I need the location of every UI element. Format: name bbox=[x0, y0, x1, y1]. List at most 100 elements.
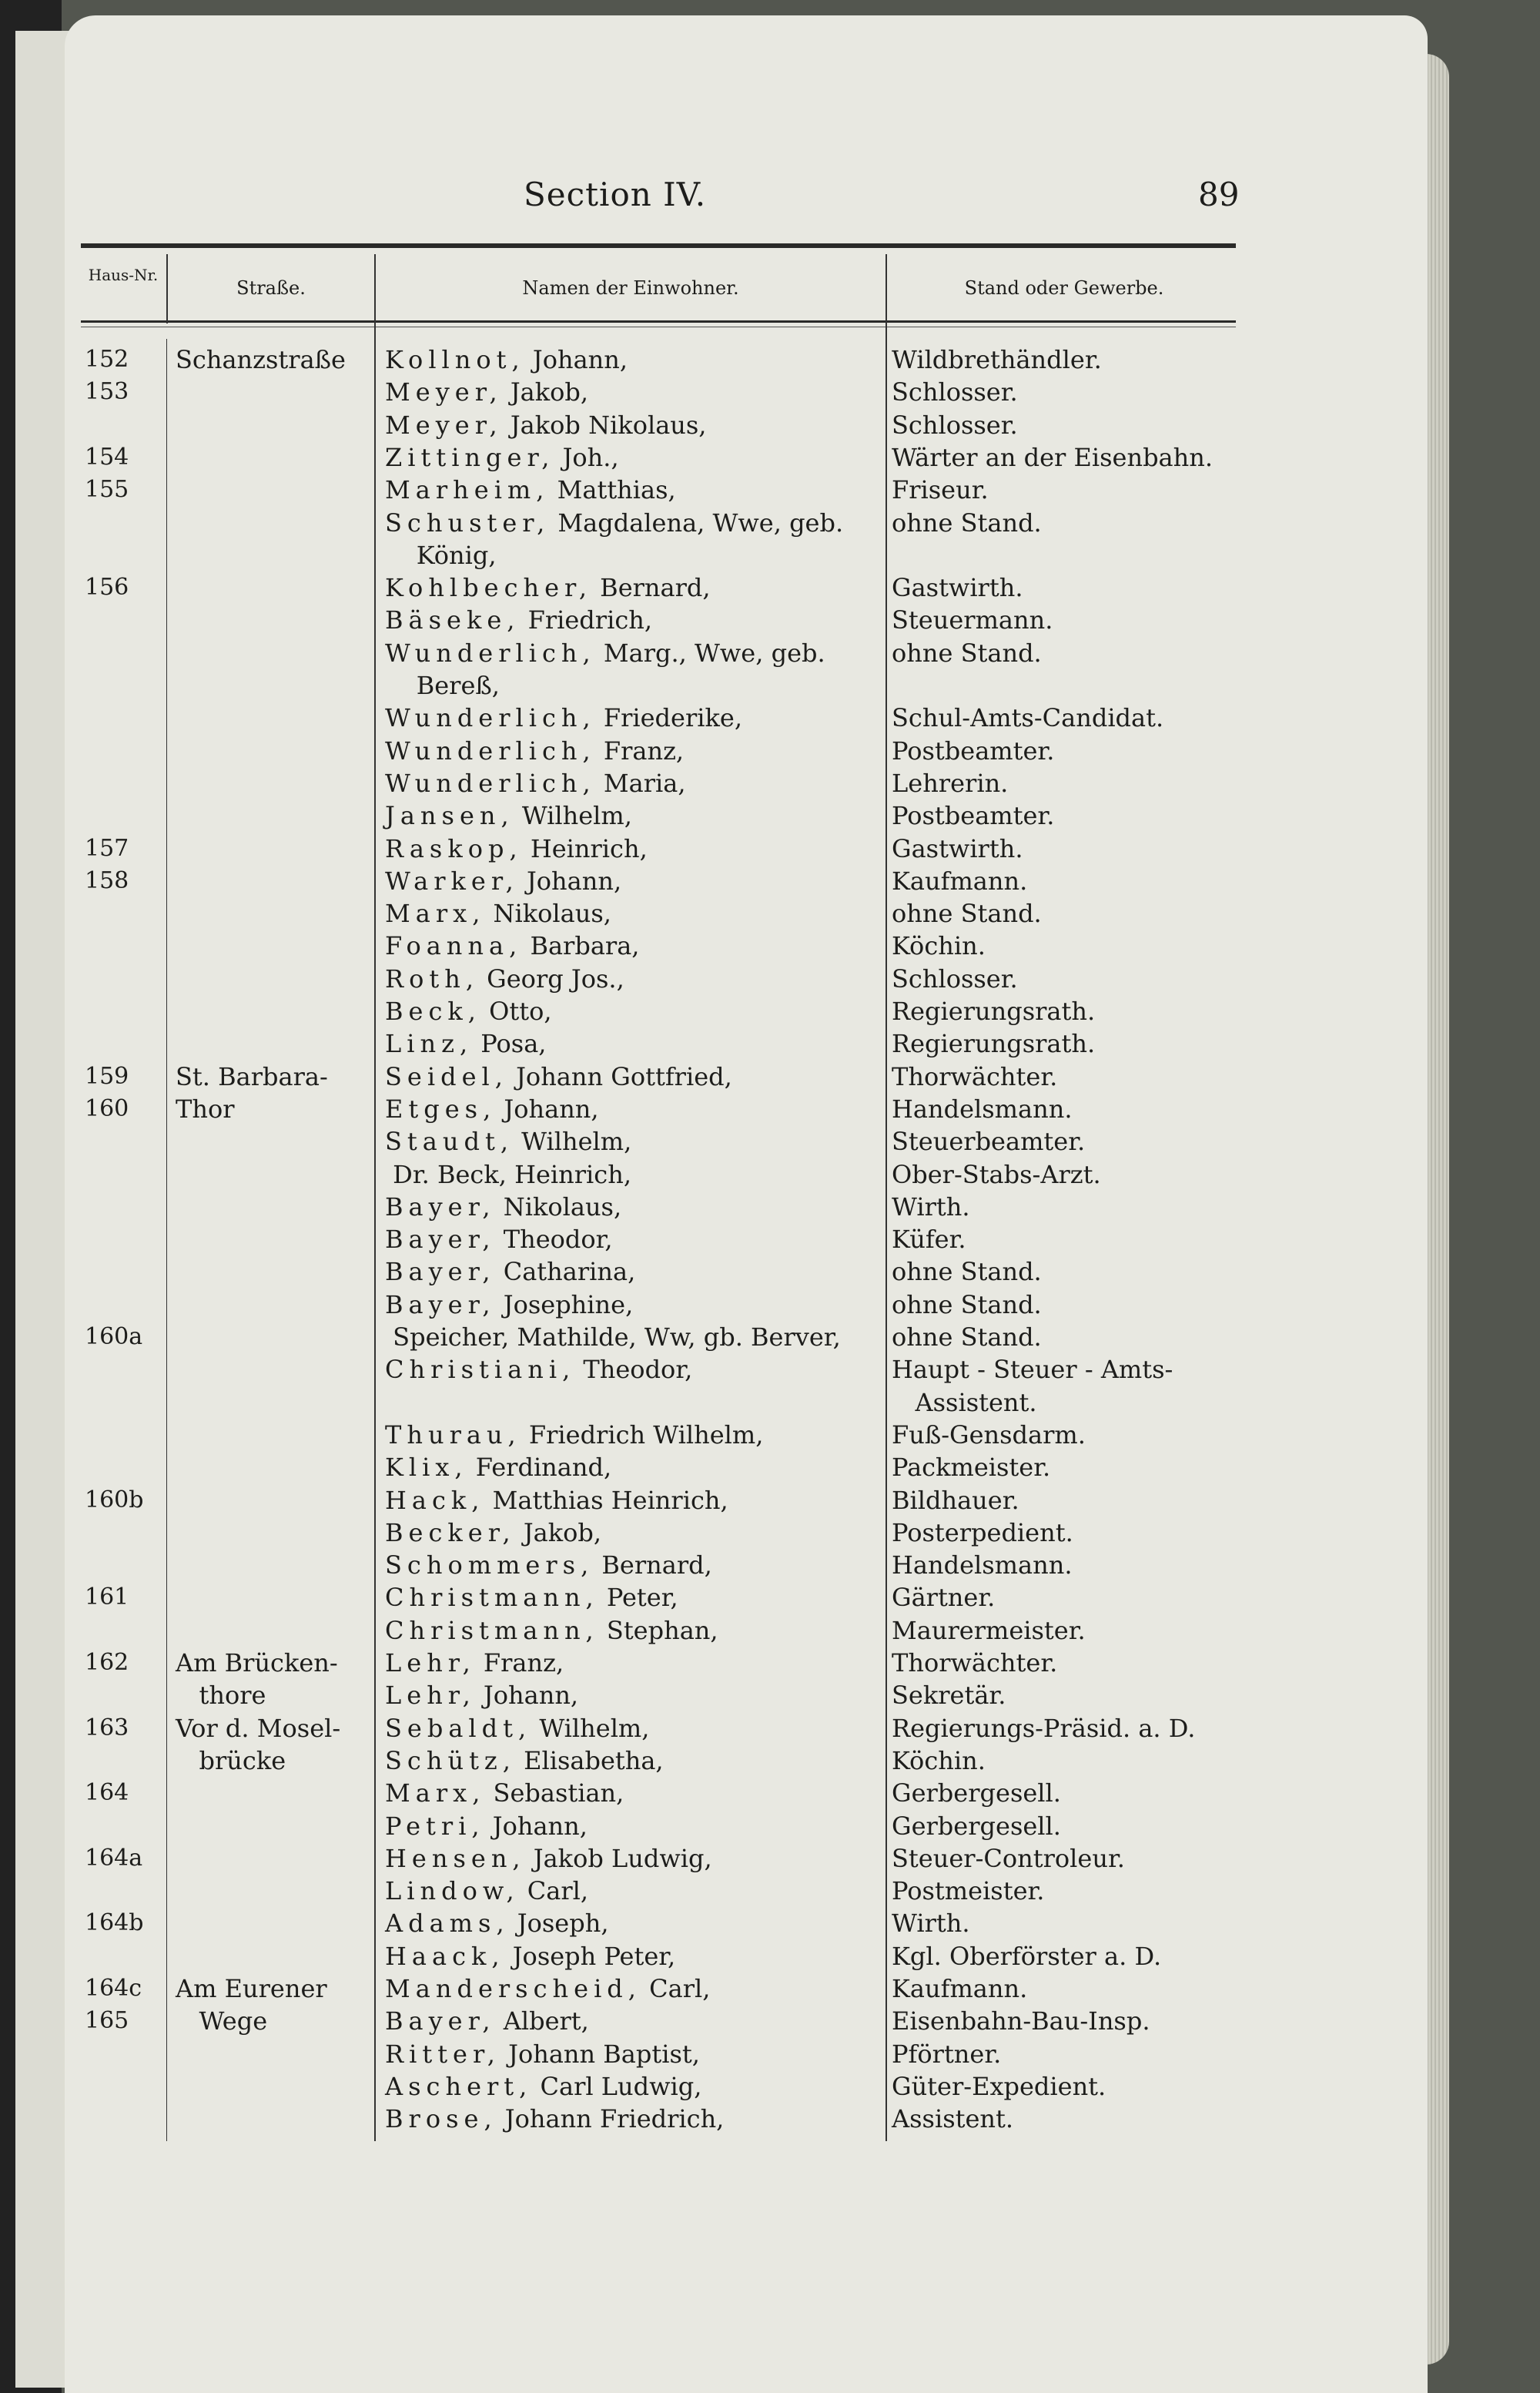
resident-name: Christmann, Peter, bbox=[385, 1581, 678, 1614]
resident-given-name: Johann, bbox=[504, 1094, 599, 1124]
resident-surname: Etges, bbox=[385, 1094, 497, 1124]
resident-surname: Marx, bbox=[385, 1778, 486, 1808]
table-row: 160a Speicher, Mathilde, Ww, gb. Berver,… bbox=[0, 1321, 1540, 1353]
resident-name: Brose, Johann Friedrich, bbox=[385, 2103, 724, 2135]
resident-given-name: Wilhelm, bbox=[539, 1713, 650, 1743]
table-row: Christmann, Stephan, Maurermeister. bbox=[0, 1614, 1540, 1647]
occupation: Schlosser. bbox=[892, 377, 1018, 407]
resident-name: Linz, Posa, bbox=[385, 1027, 546, 1060]
resident-surname: Sebaldt, bbox=[385, 1713, 532, 1743]
resident-surname: Bäseke, bbox=[385, 605, 521, 635]
occupation: Friseur. bbox=[892, 475, 989, 505]
table-row: Petri, Johann, Gerbergesell. bbox=[0, 1810, 1540, 1842]
resident-name: Schütz, Elisabetha, bbox=[385, 1744, 664, 1777]
table-row: brücke Schütz, Elisabetha, Köchin. bbox=[0, 1744, 1540, 1777]
resident-name: Kollnot, Johann, bbox=[385, 344, 628, 376]
resident-name bbox=[385, 1386, 393, 1419]
table-row: 154 Zittinger, Joh., Wärter an der Eisenba… bbox=[0, 441, 1540, 474]
occupation: Ober-Stabs-Arzt. bbox=[892, 1159, 1101, 1189]
occupation: ohne Stand. bbox=[892, 1322, 1042, 1352]
occupation: Postbeamter. bbox=[892, 801, 1055, 831]
table-row: Roth, Georg Jos., Schlosser. bbox=[0, 963, 1540, 995]
table-row: Wunderlich, Marg., Wwe, geb. ohne Stand. bbox=[0, 637, 1540, 669]
resident-given-name: Sebastian, bbox=[493, 1778, 624, 1808]
table-row: 164c Am Eurener Manderscheid, Carl, Kaufman… bbox=[0, 1972, 1540, 2005]
resident-surname: Kollnot, bbox=[385, 345, 525, 374]
resident-given-name: Barbara, bbox=[530, 931, 640, 961]
resident-surname: Bayer, bbox=[385, 1257, 496, 1287]
house-number: 163 bbox=[85, 1714, 129, 1741]
occupation: Gastwirth. bbox=[892, 573, 1023, 603]
resident-given-name: Marg., Wwe, geb. bbox=[603, 638, 825, 668]
resident-surname: Ritter, bbox=[385, 2039, 500, 2069]
resident-surname: Marx, bbox=[385, 899, 486, 929]
occupation: Regierungs-Präsid. a. D. bbox=[892, 1713, 1196, 1743]
resident-name: Meyer, Jakob, bbox=[385, 376, 588, 408]
table-row: Bayer, Catharina, ohne Stand. bbox=[0, 1255, 1540, 1288]
occupation: Köchin. bbox=[892, 1745, 986, 1775]
resident-surname: Wunderlich, bbox=[385, 638, 596, 668]
resident-given-name: Joh., bbox=[562, 442, 619, 472]
house-number: 156 bbox=[85, 574, 129, 602]
resident-surname: Klix, bbox=[385, 1453, 468, 1483]
occupation: ohne Stand. bbox=[892, 899, 1042, 929]
occupation: Assistent. bbox=[892, 2104, 1014, 2134]
occupation: Wirth. bbox=[892, 1909, 970, 1939]
resident-surname: Christmann, bbox=[385, 1583, 599, 1613]
resident-given-name: Johann, bbox=[526, 866, 622, 896]
resident-surname: Jansen, bbox=[385, 801, 514, 831]
resident-given-name: Friedrich Wilhelm, bbox=[528, 1419, 764, 1450]
resident-given-name: Joseph, bbox=[517, 1909, 609, 1939]
table-row: Brose, Johann Friedrich, Assistent. bbox=[0, 2103, 1540, 2135]
resident-given-name: Friedrich, bbox=[527, 605, 653, 635]
occupation: Sekretär. bbox=[892, 1681, 1006, 1711]
resident-surname: Lehr, bbox=[385, 1648, 476, 1677]
house-number: 164a bbox=[85, 1844, 143, 1872]
table-row: Wunderlich, Franz, Postbeamter. bbox=[0, 735, 1540, 767]
resident-name: Aschert, Carl Ludwig, bbox=[385, 2070, 701, 2103]
street-name: Schanzstraße bbox=[176, 345, 346, 374]
table-row: Linz, Posa, Regierungsrath. bbox=[0, 1027, 1540, 1060]
occupation: Küfer. bbox=[892, 1225, 966, 1255]
resident-name: Bayer, Nikolaus, bbox=[385, 1191, 621, 1223]
table-row: 160b Hack, Matthias Heinrich, Bildhauer. bbox=[0, 1484, 1540, 1517]
resident-given-name: Dr. Beck, Heinrich, bbox=[393, 1159, 631, 1189]
house-number: 162 bbox=[85, 1649, 129, 1676]
occupation: Postmeister. bbox=[892, 1876, 1045, 1906]
resident-given-name: Jakob Nikolaus, bbox=[510, 410, 707, 440]
running-title: Section IV. bbox=[524, 176, 707, 213]
resident-name: Christmann, Stephan, bbox=[385, 1614, 718, 1647]
resident-name: Lehr, Franz, bbox=[385, 1647, 564, 1679]
resident-surname: Manderscheid, bbox=[385, 1974, 641, 2003]
occupation: ohne Stand. bbox=[892, 508, 1042, 538]
occupation: Kgl. Oberförster a. D. bbox=[892, 1941, 1162, 1971]
resident-given-name: Josephine, bbox=[503, 1289, 634, 1319]
resident-name: Roth, Georg Jos., bbox=[385, 963, 624, 995]
occupation: Lehrerin. bbox=[892, 768, 1009, 798]
header-rule bbox=[81, 243, 1236, 248]
resident-name: Wunderlich, Franz, bbox=[385, 735, 684, 767]
resident-name: Sebaldt, Wilhelm, bbox=[385, 1712, 649, 1744]
resident-surname: Meyer, bbox=[385, 410, 503, 440]
resident-surname: Warker, bbox=[385, 866, 519, 896]
street-name: Thor bbox=[176, 1094, 235, 1124]
occupation: ohne Stand. bbox=[892, 638, 1042, 668]
occupation: Thorwächter. bbox=[892, 1061, 1058, 1091]
resident-surname: Bayer, bbox=[385, 2006, 496, 2036]
resident-given-name: Ferdinand, bbox=[475, 1453, 612, 1483]
table-row: Assistent. bbox=[0, 1386, 1540, 1419]
resident-surname: Seidel, bbox=[385, 1061, 508, 1091]
table-row: Wunderlich, Maria, Lehrerin. bbox=[0, 767, 1540, 799]
occupation: Pförtner. bbox=[892, 2039, 1002, 2069]
house-number: 160 bbox=[85, 1094, 129, 1122]
occupation: Postbeamter. bbox=[892, 736, 1055, 766]
occupation: Steuermann. bbox=[892, 605, 1053, 635]
resident-surname: Adams, bbox=[385, 1909, 510, 1939]
resident-surname: Foanna, bbox=[385, 931, 523, 961]
resident-surname: Wunderlich, bbox=[385, 768, 596, 798]
resident-name: Foanna, Barbara, bbox=[385, 930, 639, 962]
house-number: 159 bbox=[85, 1062, 129, 1090]
resident-surname: Zittinger, bbox=[385, 442, 555, 472]
column-divider bbox=[886, 254, 887, 2141]
resident-name: Seidel, Johann Gottfried, bbox=[385, 1061, 732, 1093]
